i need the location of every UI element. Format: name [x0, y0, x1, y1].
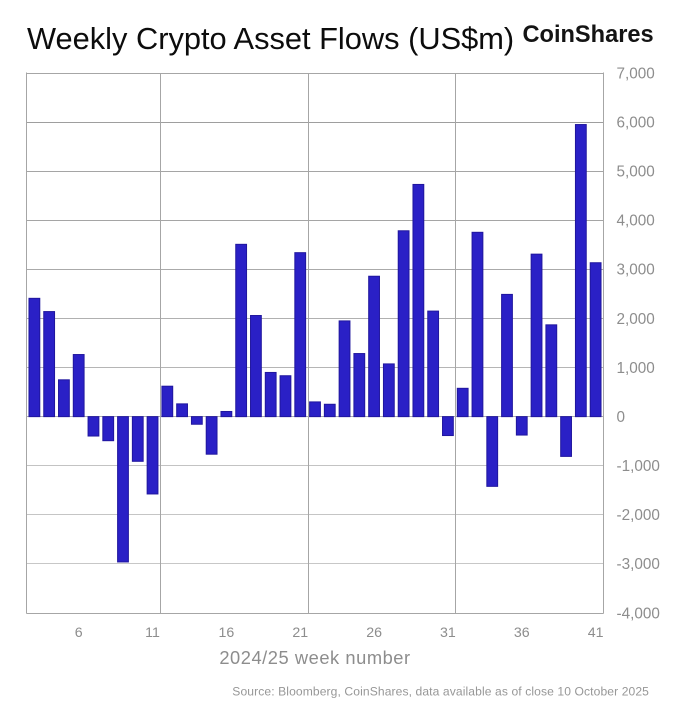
svg-text:21: 21: [292, 625, 308, 641]
svg-text:6,000: 6,000: [617, 114, 655, 131]
svg-text:6: 6: [75, 625, 83, 641]
svg-text:0: 0: [617, 409, 626, 426]
svg-text:31: 31: [440, 625, 456, 641]
svg-text:1,000: 1,000: [617, 360, 655, 377]
svg-text:-1,000: -1,000: [617, 458, 660, 475]
svg-text:2024/25 week number: 2024/25 week number: [219, 647, 410, 668]
svg-text:11: 11: [145, 625, 160, 641]
svg-text:41: 41: [588, 625, 604, 641]
svg-text:5,000: 5,000: [617, 163, 655, 180]
svg-text:4,000: 4,000: [617, 213, 655, 230]
svg-text:-2,000: -2,000: [617, 507, 660, 524]
svg-text:CoinShares: CoinShares: [523, 22, 654, 48]
svg-text:-4,000: -4,000: [617, 605, 660, 622]
svg-text:-3,000: -3,000: [617, 556, 660, 573]
svg-text:Weekly Crypto Asset Flows (US$: Weekly Crypto Asset Flows (US$m): [27, 21, 514, 56]
svg-text:7,000: 7,000: [617, 65, 655, 82]
svg-text:2,000: 2,000: [617, 311, 655, 328]
svg-text:3,000: 3,000: [617, 262, 655, 279]
svg-text:36: 36: [514, 625, 530, 641]
svg-text:16: 16: [218, 625, 234, 641]
svg-text:26: 26: [366, 625, 382, 641]
svg-text:Source: Bloomberg, CoinShares,: Source: Bloomberg, CoinShares, data avai…: [232, 685, 649, 699]
